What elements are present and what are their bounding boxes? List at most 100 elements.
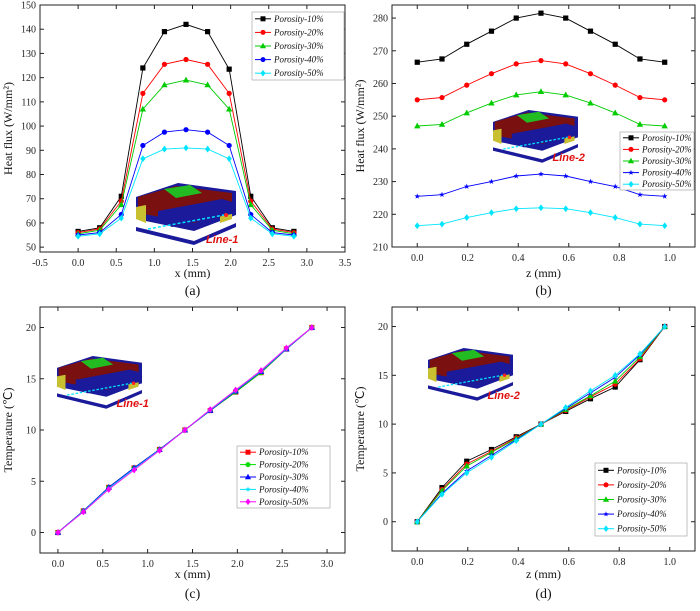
legend-entry: Porosity-20% <box>255 27 324 37</box>
series-5 <box>75 144 297 240</box>
data-point <box>283 344 290 352</box>
y-tick-label: 0 <box>31 528 36 539</box>
series-3 <box>414 88 668 129</box>
data-point <box>226 90 232 96</box>
legend: Porosity-10% Porosity-20% Porosity-30% Poro… <box>594 462 688 537</box>
data-point <box>438 120 446 127</box>
x-tick-label: 2.5 <box>276 559 289 570</box>
y-axis-label: Temperature (℃) <box>353 387 367 472</box>
legend-entry: Porosity-50% <box>623 179 692 189</box>
probe-end-marker <box>131 381 136 385</box>
y-tick-label: 120 <box>21 73 36 84</box>
y-tick-label: 210 <box>373 243 388 254</box>
legend-label: Porosity-20% <box>616 480 667 490</box>
data-point <box>183 21 189 27</box>
legend-entry: Porosity-30% <box>240 472 309 482</box>
data-point <box>637 350 643 358</box>
probe-line <box>147 214 225 230</box>
data-point <box>464 82 470 88</box>
x-tick-label: 2.5 <box>263 258 276 269</box>
data-point <box>562 91 569 98</box>
y-tick-label: 15 <box>378 371 388 382</box>
data-point <box>662 59 668 65</box>
legend-entry: Porosity-40% <box>255 55 324 65</box>
series-2 <box>414 57 668 103</box>
y-axis-label: Temperature (℃) <box>1 388 15 473</box>
y-tick-label: 130 <box>21 49 36 60</box>
y-tick-label: 250 <box>373 112 388 123</box>
data-point <box>182 426 188 434</box>
chart-panel-d: 0.0 0.2 0.4 0.6 0.8 1.0 0 5 10 15 20 z (mm) Temperat… <box>353 306 696 602</box>
legend-marker <box>244 473 252 480</box>
legend-label: Porosity-50% <box>616 524 667 534</box>
model-inset <box>136 183 236 245</box>
data-point <box>612 377 619 384</box>
legend-entry: Porosity-50% <box>255 68 324 78</box>
legend-label: Porosity-40% <box>641 168 692 178</box>
x-tick-label: 0.0 <box>72 258 85 269</box>
model-inset <box>428 348 513 401</box>
legend-label: Porosity-30% <box>641 156 692 166</box>
data-point <box>563 61 569 67</box>
y-tick-label: 230 <box>373 177 388 188</box>
data-point <box>97 230 103 238</box>
data-point <box>439 490 445 498</box>
data-point <box>204 81 211 88</box>
data-point <box>248 193 254 199</box>
data-point <box>439 56 445 62</box>
y-tick-label: 280 <box>373 14 388 25</box>
x-axis-label: z (mm) <box>526 567 561 581</box>
data-point <box>538 171 544 177</box>
legend-label: Porosity-20% <box>273 27 324 37</box>
data-point <box>637 56 643 62</box>
model-porous-left <box>57 374 66 390</box>
x-tick-label: 1.5 <box>186 559 199 570</box>
model-top-patch <box>164 185 202 198</box>
model-top-patch <box>516 111 550 123</box>
data-point <box>661 193 668 199</box>
data-point <box>204 61 211 67</box>
y-tick-label: 270 <box>373 46 388 57</box>
data-point <box>414 193 421 199</box>
model-porous-left <box>136 205 146 223</box>
data-point <box>156 447 163 454</box>
data-point <box>414 222 420 230</box>
model-top-bar <box>511 123 578 148</box>
model-inset <box>57 356 142 409</box>
model-bottom <box>493 144 578 163</box>
model-top-bar <box>75 369 142 394</box>
data-point <box>488 99 495 106</box>
data-point <box>139 105 147 112</box>
x-tick-label: 0.2 <box>462 557 475 568</box>
legend-entry: Porosity-10% <box>623 133 692 143</box>
legend-label: Porosity-10% <box>273 14 324 24</box>
legend-label: Porosity-30% <box>258 472 309 482</box>
data-point <box>563 404 569 411</box>
data-point <box>161 61 168 67</box>
x-tick-label: 0.2 <box>462 253 475 264</box>
model-bottom <box>428 382 513 401</box>
model-top-bar <box>446 361 513 386</box>
chart-panel-a: -0.5 0.0 0.5 1.0 1.5 2.0 2.5 3.0 3.5 50 60 70 80 90 10… <box>1 1 351 300</box>
data-point <box>118 201 125 208</box>
model-bottom <box>57 390 142 409</box>
legend-label: Porosity-40% <box>258 484 309 494</box>
data-point <box>291 232 297 240</box>
data-point <box>587 28 594 34</box>
plot-frame <box>39 306 346 554</box>
data-point <box>414 59 420 65</box>
data-point <box>161 145 168 153</box>
data-point <box>183 56 189 63</box>
y-axis-label: Heat flux (W/mm²) <box>1 82 15 175</box>
data-point <box>140 142 146 149</box>
y-tick-label: 10 <box>26 426 36 437</box>
data-point <box>226 155 232 163</box>
data-point <box>204 145 211 153</box>
data-point <box>662 323 668 330</box>
data-point <box>563 15 569 21</box>
x-tick-label: 0.8 <box>613 557 626 568</box>
data-point <box>464 214 470 221</box>
x-tick-label: -0.5 <box>32 258 48 269</box>
legend: Porosity-10% Porosity-20% Porosity-30% Poro… <box>251 11 345 81</box>
x-tick-label: 1.0 <box>664 253 677 264</box>
